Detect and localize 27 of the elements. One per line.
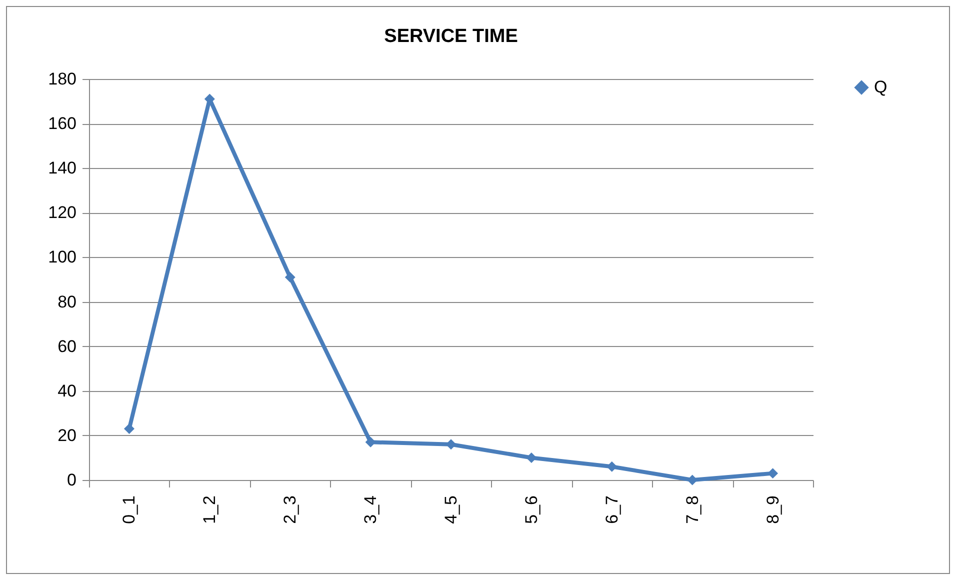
x-tick-label: 2_3 xyxy=(280,496,300,524)
x-tick-label: 3_4 xyxy=(361,496,380,524)
y-tick-label: 40 xyxy=(58,381,76,400)
point xyxy=(606,461,618,472)
chart-title: SERVICE TIME xyxy=(384,26,518,47)
y-tick-label: 80 xyxy=(58,292,76,312)
y-tick-label: 20 xyxy=(58,426,76,445)
point xyxy=(124,424,134,434)
x-tick-label: 6_7 xyxy=(602,496,622,524)
x-tick-label: 5_6 xyxy=(522,496,541,524)
x-tick-label: 0_1 xyxy=(120,496,139,524)
point xyxy=(365,436,376,448)
y-tick-label: 100 xyxy=(48,248,76,267)
point xyxy=(284,272,296,283)
point xyxy=(768,468,778,479)
point xyxy=(526,452,537,463)
y-tick-label: 140 xyxy=(48,158,76,178)
y-tick-label: 180 xyxy=(48,70,76,88)
x-tick-label: 1_2 xyxy=(200,496,220,524)
legend-label: Q xyxy=(874,78,888,96)
x-tick-label: 8_9 xyxy=(763,496,782,524)
y-tick-label: 120 xyxy=(48,203,76,222)
y-tick-label: 160 xyxy=(48,114,76,134)
x-tick-label: 7_8 xyxy=(682,496,702,524)
y-tick-label: 60 xyxy=(58,336,76,356)
x-tick-label: 4_5 xyxy=(442,496,460,524)
y-tick-label: 0 xyxy=(67,470,76,490)
